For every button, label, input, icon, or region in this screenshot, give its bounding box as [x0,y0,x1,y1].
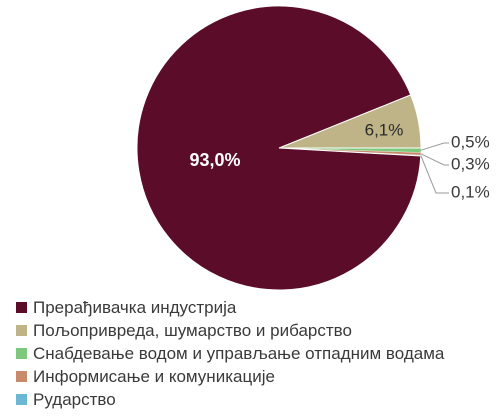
data-label-agriculture: 6,1% [365,120,404,139]
legend-item-agriculture: Пољопривреда, шумарство и рибарство [16,319,500,342]
legend-label-information: Информисање и комуникације [33,366,275,386]
pie-chart-svg: 93,0% 6,1% 0,5% 0,3% 0,1% [136,5,490,291]
legend-label-agriculture: Пољопривреда, шумарство и рибарство [33,320,352,340]
legend-swatch-mining [16,394,27,405]
legend-item-manufacturing: Прерађивачка индустрија [16,296,500,319]
legend-item-information: Информисање и комуникације [16,365,500,388]
legend-label-manufacturing: Прерађивачка индустрија [33,297,237,317]
legend-item-mining: Рударство [16,388,500,411]
data-label-information: 0,3% [451,154,490,173]
data-label-water-supply: 0,5% [451,132,490,151]
leader-line-information [420,153,449,166]
pie-slice-manufacturing [136,5,422,291]
legend-label-water-supply: Снабдевање водом и управљање отпадним во… [33,343,445,363]
leader-line-water-supply [420,142,449,151]
data-label-manufacturing: 93,0% [189,150,240,170]
chart-legend: Прерађивачка индустрија Пољопривреда, шу… [16,296,500,411]
legend-label-mining: Рударство [33,389,116,409]
legend-swatch-manufacturing [16,302,27,313]
legend-item-water-supply: Снабдевање водом и управљање отпадним во… [16,342,500,365]
legend-swatch-information [16,371,27,382]
data-label-mining: 0,1% [451,182,490,201]
legend-swatch-water-supply [16,348,27,359]
leader-line-mining [420,155,449,194]
legend-swatch-agriculture [16,325,27,336]
